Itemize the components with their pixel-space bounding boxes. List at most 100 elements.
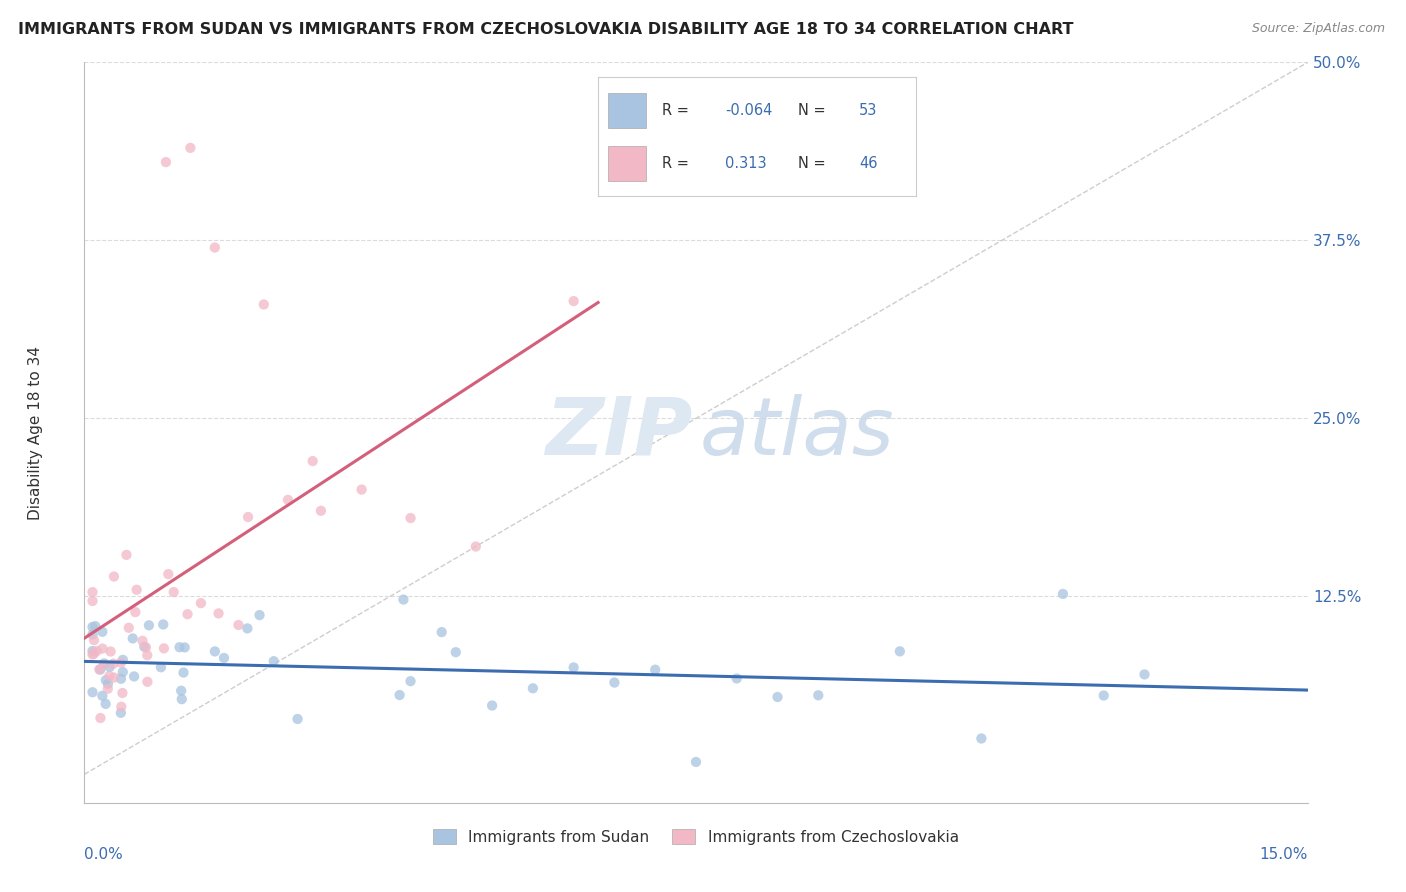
- Text: 0.0%: 0.0%: [84, 847, 124, 863]
- Point: [98, 660, 121, 674]
- Point: [83, 647, 105, 661]
- Point: [207, 607, 229, 621]
- Point: [1092, 689, 1115, 703]
- Point: [236, 510, 259, 524]
- Point: [84, 619, 107, 633]
- Point: [204, 240, 226, 255]
- Point: [89, 711, 111, 725]
- Point: [82, 585, 104, 599]
- Point: [86, 644, 108, 658]
- Point: [153, 641, 176, 656]
- Point: [970, 731, 993, 746]
- Point: [103, 569, 125, 583]
- Point: [807, 688, 830, 702]
- Point: [562, 660, 585, 674]
- Point: [889, 644, 911, 658]
- Point: [134, 640, 156, 654]
- Point: [136, 648, 159, 663]
- Point: [82, 685, 104, 699]
- Text: Source: ZipAtlas.com: Source: ZipAtlas.com: [1251, 22, 1385, 36]
- Point: [603, 675, 626, 690]
- Point: [725, 672, 748, 686]
- Point: [138, 618, 160, 632]
- Point: [249, 608, 271, 623]
- Point: [89, 663, 111, 677]
- Point: [766, 690, 789, 704]
- Point: [481, 698, 503, 713]
- Point: [110, 706, 132, 720]
- Point: [1052, 587, 1074, 601]
- Point: [444, 645, 467, 659]
- Point: [93, 657, 115, 672]
- Point: [522, 681, 544, 696]
- Text: 15.0%: 15.0%: [1260, 847, 1308, 863]
- Point: [179, 141, 201, 155]
- Point: [100, 644, 122, 658]
- Text: IMMIGRANTS FROM SUDAN VS IMMIGRANTS FROM CZECHOSLOVAKIA DISABILITY AGE 18 TO 34 : IMMIGRANTS FROM SUDAN VS IMMIGRANTS FROM…: [18, 22, 1074, 37]
- Point: [124, 605, 146, 619]
- Point: [399, 511, 422, 525]
- Point: [155, 155, 177, 169]
- Point: [97, 677, 120, 691]
- Point: [136, 674, 159, 689]
- Point: [190, 596, 212, 610]
- Point: [115, 548, 138, 562]
- Text: Disability Age 18 to 34: Disability Age 18 to 34: [28, 345, 44, 520]
- Point: [121, 632, 143, 646]
- Point: [173, 665, 195, 680]
- Point: [97, 681, 120, 696]
- Text: ZIP: ZIP: [546, 393, 692, 472]
- Point: [170, 683, 193, 698]
- Point: [98, 669, 121, 683]
- Legend: Immigrants from Sudan, Immigrants from Czechoslovakia: Immigrants from Sudan, Immigrants from C…: [427, 823, 965, 851]
- Point: [173, 640, 195, 655]
- Point: [103, 657, 125, 671]
- Point: [236, 621, 259, 635]
- Point: [1133, 667, 1156, 681]
- Point: [263, 654, 285, 668]
- Point: [82, 594, 104, 608]
- Point: [309, 504, 332, 518]
- Point: [176, 607, 198, 622]
- Text: atlas: atlas: [700, 393, 894, 472]
- Point: [131, 633, 153, 648]
- Point: [392, 592, 415, 607]
- Point: [253, 297, 276, 311]
- Point: [94, 697, 117, 711]
- Point: [110, 672, 132, 686]
- Point: [122, 669, 145, 683]
- Point: [82, 620, 104, 634]
- Point: [388, 688, 411, 702]
- Point: [82, 648, 104, 662]
- Point: [149, 660, 172, 674]
- Point: [644, 663, 666, 677]
- Point: [91, 689, 114, 703]
- Point: [125, 582, 148, 597]
- Point: [82, 627, 104, 641]
- Point: [82, 644, 104, 658]
- Point: [228, 618, 250, 632]
- Point: [91, 624, 114, 639]
- Point: [204, 644, 226, 658]
- Point: [83, 633, 105, 648]
- Point: [277, 492, 299, 507]
- Point: [301, 454, 323, 468]
- Point: [110, 656, 132, 670]
- Point: [464, 540, 486, 554]
- Point: [111, 653, 134, 667]
- Point: [170, 692, 193, 706]
- Point: [562, 294, 585, 309]
- Point: [118, 621, 141, 635]
- Point: [169, 640, 191, 655]
- Point: [103, 671, 125, 685]
- Point: [91, 641, 114, 656]
- Point: [163, 585, 186, 599]
- Point: [430, 625, 453, 640]
- Point: [287, 712, 309, 726]
- Point: [350, 483, 373, 497]
- Point: [89, 662, 111, 676]
- Point: [212, 651, 235, 665]
- Point: [135, 640, 157, 655]
- Point: [157, 567, 180, 582]
- Point: [399, 674, 422, 689]
